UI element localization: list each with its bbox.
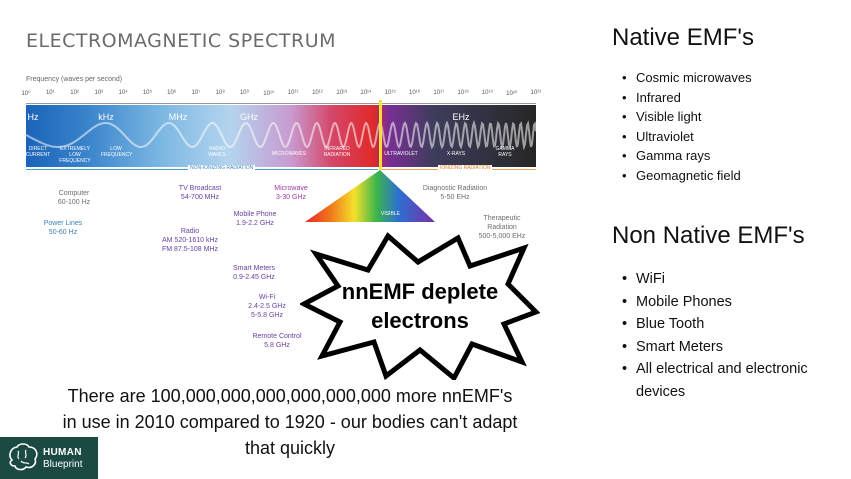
source-computer: Computer 60-100 Hz [57,190,91,206]
source-diagnostic-radiation: Diagnostic Radiation 5-50 EHz [422,185,488,201]
logo-line-1: HUMAN [43,447,82,458]
tick-axis [26,100,536,104]
spectrum-title: ELECTROMAGNETIC SPECTRUM [26,30,337,52]
frequency-tick: 10²¹ [530,90,542,96]
source-tv-broadcast: TV Broadcast 54-700 MHz [178,185,222,201]
logo-line-2: Blueprint [43,459,83,470]
frequency-tick: 10⁷ [191,90,201,96]
label-gamma: GAMMA RAYS [495,146,515,158]
list-item: Gamma rays [622,146,752,166]
spectrum-band [26,105,536,167]
unit-hz: Hz [27,112,39,122]
frequency-tick: 10¹⁰ [263,91,275,97]
statement-text: There are 100,000,000,000,000,000,000 mo… [62,386,518,458]
label-visible: VISIBLE [381,211,400,217]
source-radio: Radio AM 520-1610 kHz FM 87.5-108 MHz [161,228,219,253]
frequency-tick: 10¹² [312,90,323,96]
label-radio-waves: RADIO WAVES [208,146,226,158]
list-item: Cosmic microwaves [622,68,752,88]
burst-shape-icon [300,232,540,380]
visible-prism-icon [305,170,435,222]
label-microwaves: MICROWAVES [271,151,307,157]
human-blueprint-logo: HUMAN Blueprint [0,437,98,479]
frequency-tick: 10¹¹ [287,90,299,96]
list-item: Visible light [622,107,752,127]
frequency-tick: 10⁴ [118,90,128,96]
frequency-tick: 10¹⁵ [384,90,396,96]
source-remote-control: Remote Control 5.8 GHz [252,333,302,349]
unit-ghz: GHz [240,112,258,122]
label-extremely-low: EXTREMELY LOW FREQUENCY [59,146,91,164]
label-xrays: X-RAYS [446,151,466,157]
frequency-tick: 10⁹ [239,90,250,96]
list-item: Smart Meters [622,336,822,359]
unit-mhz: MHz [168,112,188,122]
unit-ehz: EHz [452,112,470,122]
non-native-list: WiFi Mobile Phones Blue Tooth Smart Mete… [622,268,822,403]
frequency-tick: 10¹⁶ [408,90,421,96]
frequency-tick: 10¹ [45,90,55,96]
list-item: Mobile Phones [622,291,822,314]
list-item: Geomagnetic field [622,166,752,186]
brain-icon [9,443,38,471]
electromagnetic-spectrum-diagram: ELECTROMAGNETIC SPECTRUM Frequency (wave… [21,30,541,349]
frequency-tick: 10¹⁴ [360,90,372,96]
source-microwave: Microwave 3-30 GHz [274,185,308,201]
label-ultraviolet: ULTRAVIOLET [384,151,418,157]
source-smart-meters: Smart Meters 0.9-2.45 GHz [232,265,276,281]
non-native-heading: Non Native EMF's [612,222,805,249]
unit-khz: kHz [98,112,114,122]
frequency-ticks: 10⁰ 10¹ 10² 10³ 10⁴ 10⁵ 10⁶ 10⁷ 10⁸ 10⁹ 10¹⁰ 10¹¹ 10… [21,90,541,102]
frequency-tick: 10⁸ [215,90,225,96]
list-item: Infrared [622,88,752,108]
label-direct-current: DIRECT CURRENT [25,146,51,158]
frequency-tick: 10¹⁸ [457,90,469,96]
frequency-tick: 10²⁰ [506,91,518,97]
wave-icon [26,119,536,151]
visible-divider [379,100,382,170]
source-wifi: Wi-Fi 2.4-2.5 GHz 5-5.8 GHz [248,294,286,319]
label-infrared: INFRARED RADIATION [323,146,351,158]
list-item: WiFi [622,268,822,291]
burst-text: nnEMF deplete electrons [341,279,499,333]
frequency-tick: 10¹⁹ [481,90,494,96]
non-ionizing-label: NON-IONIZING RADIATION [188,165,256,171]
native-heading: Native EMF's [612,24,754,51]
source-power-lines: Power Lines 50-60 Hz [43,220,83,236]
frequency-caption: Frequency (waves per second) [26,76,123,83]
source-therapeutic-radiation: Therapeutic Radiation 500-5,000 EHz [478,215,526,240]
frequency-tick: 10⁶ [167,90,177,96]
list-item: Blue Tooth [622,313,822,336]
frequency-tick: 10⁰ [21,91,31,97]
list-item: All electrical and electronic devices [622,358,822,403]
list-item: Ultraviolet [622,127,752,147]
source-mobile-phone: Mobile Phone 1.9-2.2 GHz [233,211,277,227]
label-low-frequency: LOW FREQUENCY [101,146,133,158]
frequency-tick: 10³ [94,90,104,96]
callout-burst: nnEMF deplete electrons [300,232,540,380]
native-list: Cosmic microwaves Infrared Visible light… [622,68,752,186]
frequency-tick: 10⁵ [142,90,153,96]
frequency-tick: 10¹⁷ [433,90,445,96]
frequency-tick: 10² [70,90,79,96]
ionizing-label: IONIZING RADIATION [438,165,493,171]
frequency-tick: 10¹³ [336,90,348,96]
